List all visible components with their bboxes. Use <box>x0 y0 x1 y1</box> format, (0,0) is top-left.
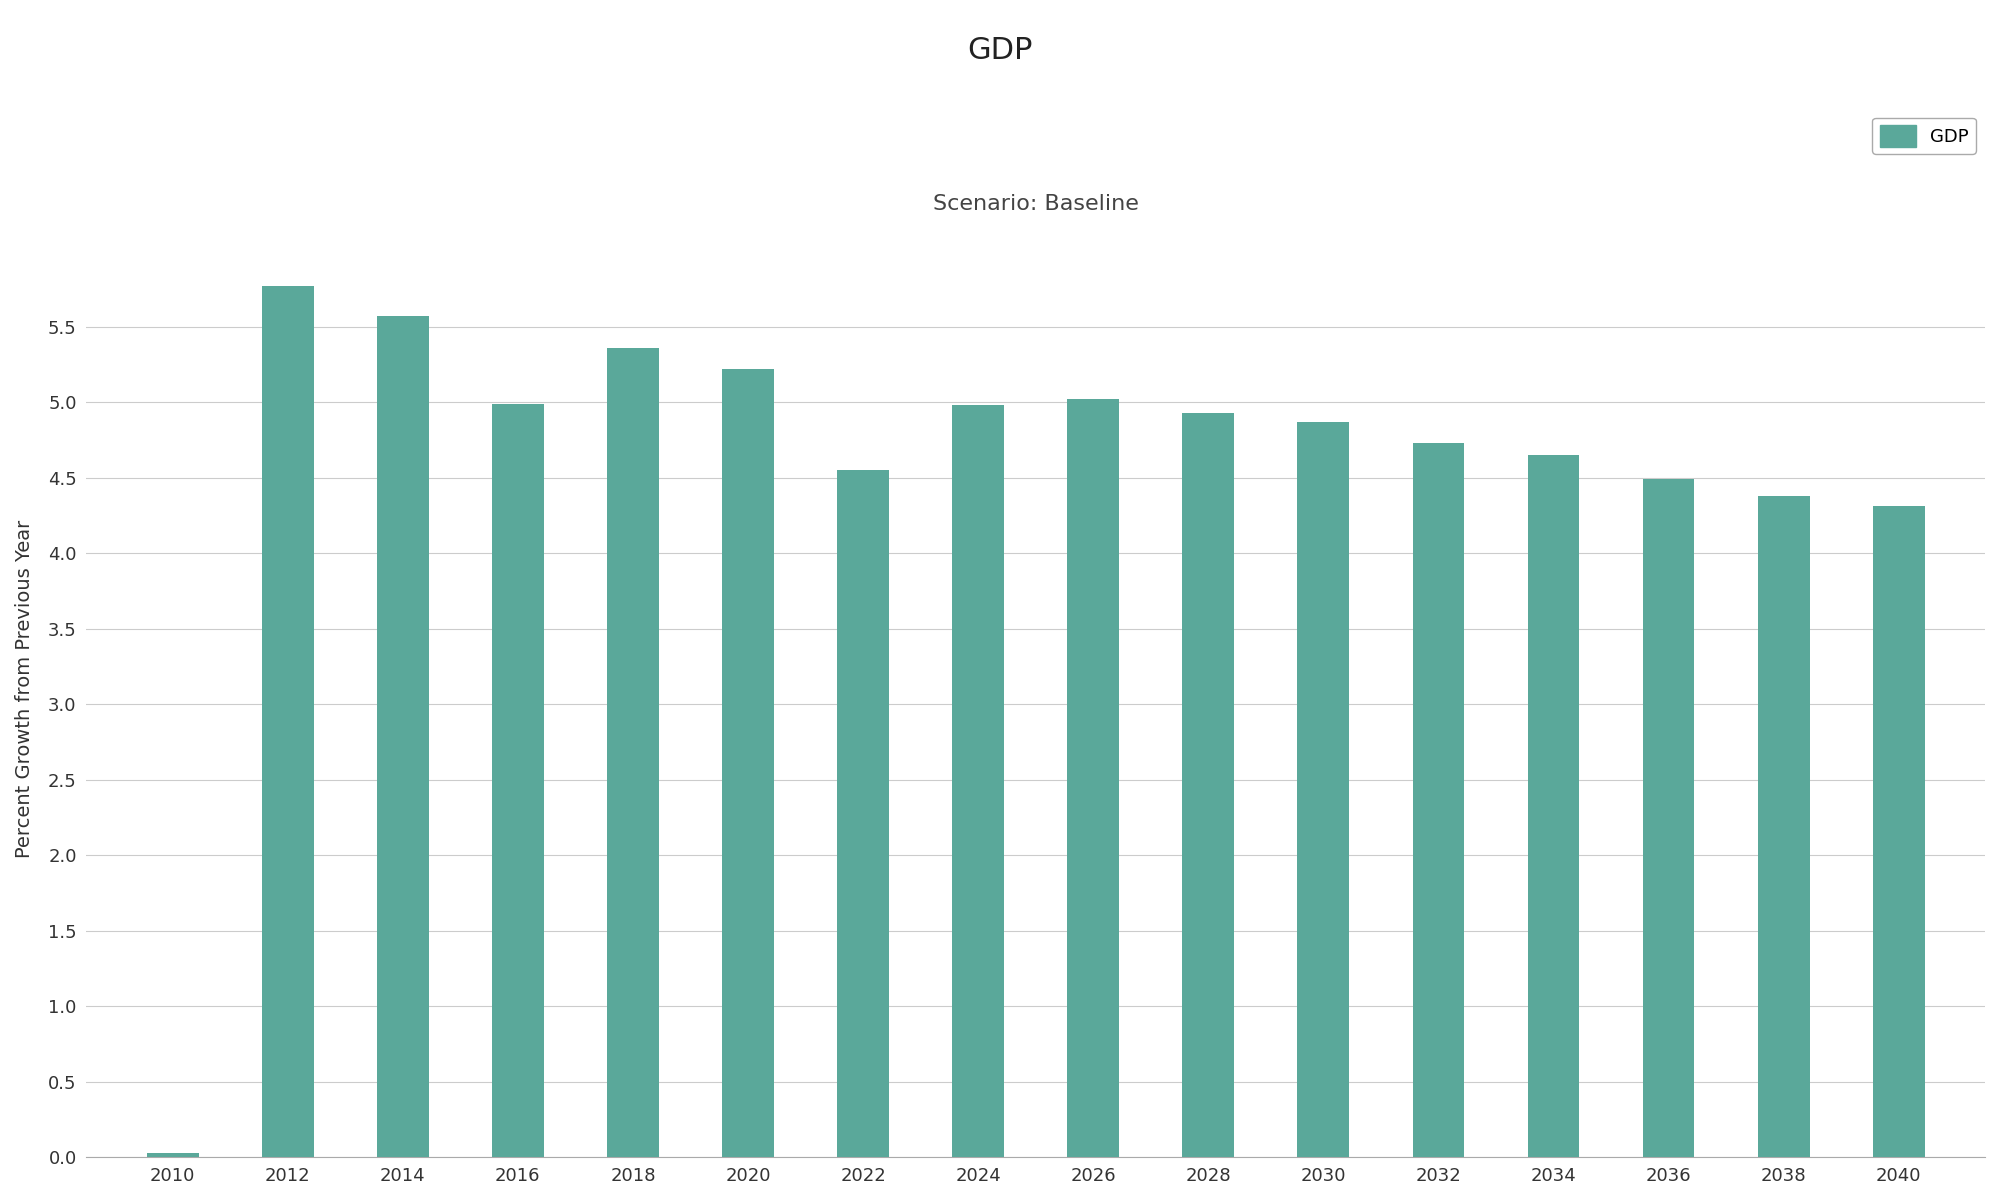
Bar <box>1642 479 1694 1157</box>
Bar <box>838 470 888 1157</box>
Bar <box>952 406 1004 1157</box>
Text: GDP: GDP <box>968 36 1032 65</box>
Bar <box>1758 496 1810 1157</box>
Bar <box>1068 400 1120 1157</box>
Bar <box>376 316 428 1157</box>
Y-axis label: Percent Growth from Previous Year: Percent Growth from Previous Year <box>14 520 34 858</box>
Bar <box>1872 506 1924 1157</box>
Legend: GDP: GDP <box>1872 118 1976 154</box>
Bar <box>146 1153 198 1157</box>
Bar <box>722 368 774 1157</box>
Bar <box>1528 455 1580 1157</box>
Bar <box>262 286 314 1157</box>
Bar <box>1298 421 1350 1157</box>
Bar <box>608 348 658 1157</box>
Bar <box>1412 443 1464 1157</box>
Title: Scenario: Baseline: Scenario: Baseline <box>932 193 1138 214</box>
Bar <box>492 403 544 1157</box>
Bar <box>1182 413 1234 1157</box>
